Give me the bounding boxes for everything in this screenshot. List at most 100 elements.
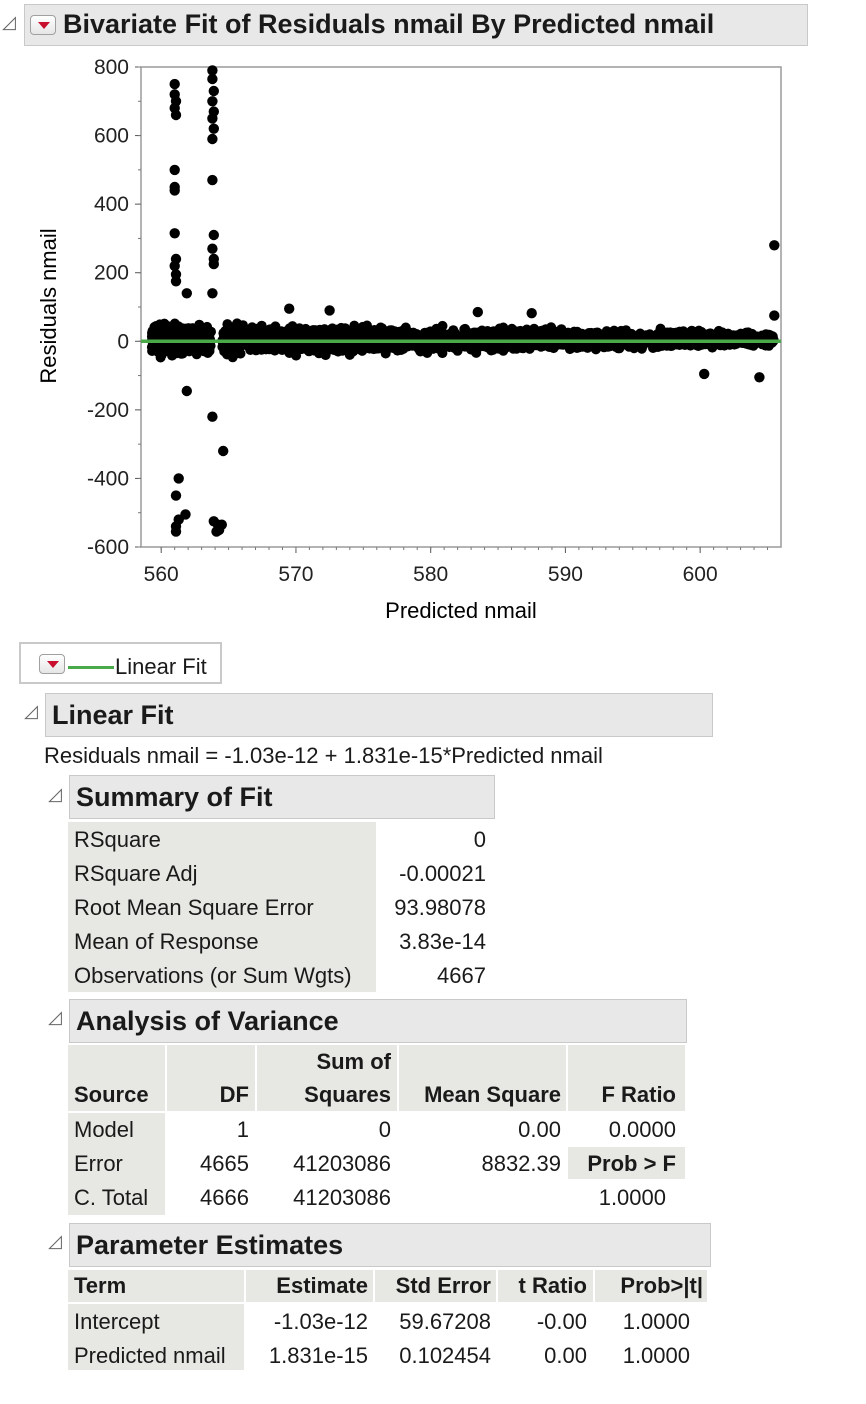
- anova-col-prob: Prob > F: [587, 1151, 676, 1176]
- outlier-point: [169, 260, 180, 272]
- data-point: [253, 341, 264, 352]
- data-point: [417, 329, 428, 340]
- pe-prob: 1.0000: [622, 1309, 690, 1334]
- data-point: [296, 343, 307, 354]
- data-point: [520, 330, 531, 341]
- anova-col-ss-line2: Squares: [304, 1082, 391, 1107]
- report-menu-button[interactable]: [30, 15, 56, 35]
- parameter-estimates-title: Parameter Estimates: [76, 1230, 344, 1260]
- x-axis-label: Predicted nmail: [385, 598, 537, 623]
- outlier-point: [207, 65, 218, 76]
- outlier-point: [284, 303, 295, 314]
- data-point: [528, 331, 538, 342]
- anova-ss: 0: [378, 1117, 391, 1142]
- red-triangle-icon: [47, 661, 59, 668]
- y-tick-label: 0: [117, 330, 129, 353]
- summary-label: RSquare Adj: [74, 861, 198, 886]
- outlier-point: [208, 258, 219, 270]
- outlier-point: [180, 509, 191, 520]
- y-axis-label: Residuals nmail: [36, 228, 61, 383]
- linear-fit-legend: Linear Fit: [19, 642, 222, 684]
- outlier-point: [207, 174, 218, 186]
- disclosure-triangle-icon[interactable]: ◿: [48, 784, 62, 804]
- anova-prob: 1.0000: [598, 1185, 666, 1210]
- report-header: Bivariate Fit of Residuals nmail By Pred…: [24, 4, 808, 46]
- data-point: [618, 330, 629, 341]
- y-tick-label: 800: [94, 56, 129, 79]
- summary-value: 3.83e-14: [399, 929, 486, 954]
- data-point: [381, 343, 392, 354]
- data-point: [421, 343, 432, 354]
- data-point: [283, 329, 294, 340]
- data-point: [474, 329, 485, 340]
- pe-term: Predicted nmail: [74, 1343, 226, 1368]
- pe-estimate: -1.03e-12: [273, 1309, 368, 1334]
- anova-ms: 0.00: [518, 1117, 561, 1142]
- data-point: [176, 348, 187, 359]
- outlier-point: [169, 78, 180, 90]
- outlier-point: [699, 368, 710, 380]
- pe-header-cell: [246, 1270, 373, 1302]
- linear-fit-legend-label: Linear Fit: [115, 654, 207, 679]
- x-tick-label: 590: [548, 563, 583, 586]
- anova-col-ss-line1: Sum of: [316, 1049, 391, 1074]
- outlier-point: [170, 109, 182, 121]
- y-tick-label: -600: [87, 536, 129, 559]
- outlier-point: [170, 276, 182, 287]
- disclosure-triangle-icon[interactable]: ◿: [48, 1007, 62, 1027]
- pe-t-ratio: 0.00: [544, 1343, 587, 1368]
- pe-col-t-ratio: t Ratio: [518, 1273, 587, 1298]
- data-point: [205, 340, 216, 351]
- outlier-point: [208, 229, 219, 241]
- data-point: [256, 324, 267, 334]
- outlier-point: [207, 96, 218, 107]
- summary-label-column: [68, 822, 376, 992]
- outlier-point: [769, 240, 780, 251]
- outlier-point: [207, 113, 218, 124]
- outlier-point: [173, 473, 184, 484]
- data-point: [269, 345, 280, 356]
- summary-label: Root Mean Square Error: [74, 895, 314, 920]
- anova-prob-header-cell: [568, 1147, 685, 1179]
- outlier-point: [207, 73, 218, 85]
- summary-value: -0.00021: [399, 861, 486, 886]
- summary-of-fit-title: Summary of Fit: [76, 782, 273, 812]
- disclosure-triangle-icon[interactable]: ◿: [24, 701, 38, 721]
- outlier-point: [170, 490, 182, 501]
- data-point: [672, 329, 682, 340]
- anova-f-ratio: 0.0000: [608, 1117, 676, 1142]
- y-tick-label: -400: [87, 467, 129, 490]
- pe-term-column: [68, 1304, 244, 1370]
- summary-label: Observations (or Sum Wgts): [74, 963, 352, 988]
- anova-header-cell: [399, 1045, 566, 1111]
- scatter-plot[interactable]: 800 600 400 200 0 -200 -400 -600 560 570 580 590 600…: [0, 50, 866, 635]
- pe-header-cell: [498, 1270, 593, 1302]
- outlier-point: [207, 133, 218, 145]
- outlier-point: [170, 526, 182, 537]
- summary-of-fit-header: Summary of Fit: [69, 775, 495, 819]
- outlier-point: [169, 228, 180, 239]
- anova-header-cell: [68, 1045, 165, 1111]
- anova-df: 4665: [200, 1151, 249, 1176]
- green-line-swatch: [68, 666, 114, 669]
- y-tick-label: 600: [94, 125, 129, 148]
- disclosure-triangle-icon[interactable]: ◿: [48, 1231, 62, 1251]
- data-point: [162, 321, 173, 331]
- outlier-point: [526, 308, 537, 319]
- data-point: [362, 320, 372, 331]
- data-point: [319, 324, 330, 335]
- outlier-point: [218, 445, 229, 457]
- disclosure-triangle-icon[interactable]: ◿: [2, 12, 16, 32]
- summary-label: Mean of Response: [74, 929, 259, 954]
- pe-header-cell: [68, 1270, 244, 1302]
- data-point: [524, 343, 535, 354]
- linear-fit-menu-button[interactable]: [39, 654, 65, 674]
- summary-label: RSquare: [74, 827, 161, 852]
- red-triangle-icon: [38, 22, 50, 29]
- data-point: [299, 330, 310, 341]
- outlier-point: [472, 306, 483, 318]
- anova-col-f: F Ratio: [601, 1082, 676, 1107]
- anova-header-cell: [167, 1045, 255, 1111]
- anova-header-cell: [568, 1045, 685, 1111]
- y-tick-label: 200: [94, 262, 129, 285]
